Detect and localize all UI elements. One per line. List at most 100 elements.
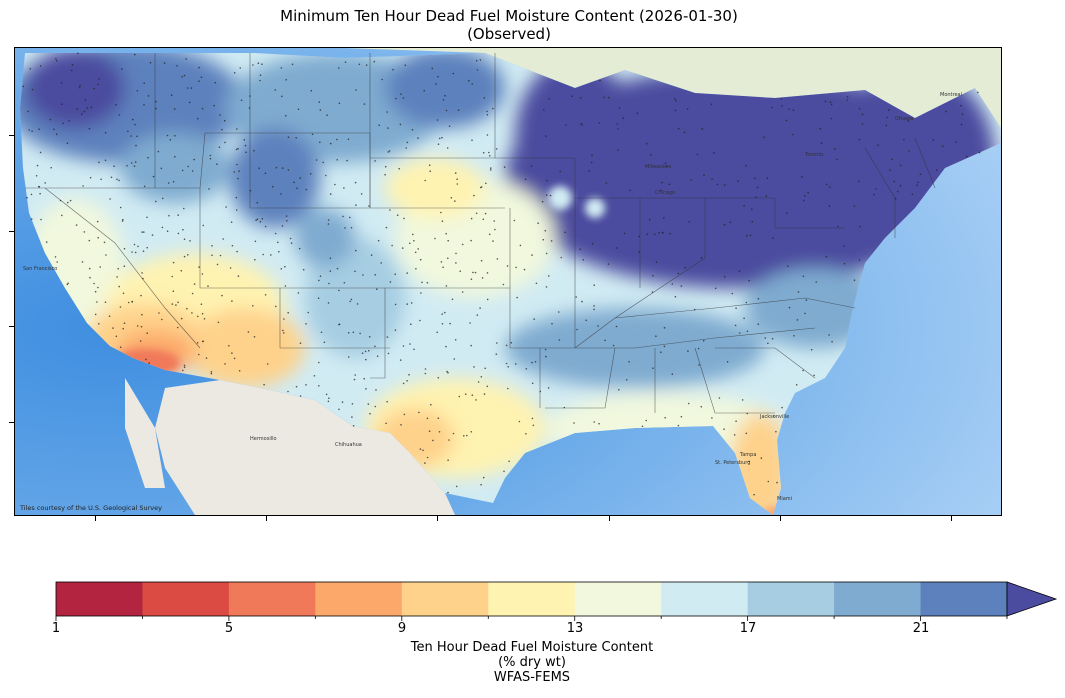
station-marker [445,285,448,287]
station-marker [423,89,426,92]
station-marker [470,239,472,242]
station-marker [66,142,69,144]
station-marker [886,116,888,119]
station-marker [447,459,449,462]
station-marker [237,275,240,277]
station-marker [264,172,267,174]
station-marker [593,421,595,423]
station-marker [71,64,74,66]
station-marker [318,385,320,387]
station-marker [551,322,553,325]
station-marker [341,401,344,403]
station-marker [480,483,482,486]
station-marker [445,232,448,235]
station-marker [652,367,654,370]
station-marker [617,128,619,130]
station-marker [29,68,32,70]
station-marker [386,336,389,338]
station-marker [593,305,595,307]
station-marker [256,218,259,220]
station-marker [146,332,148,335]
station-marker [723,428,725,431]
station-marker [486,298,489,301]
station-marker [664,162,667,164]
station-marker [236,163,238,166]
station-marker [438,431,441,433]
station-marker [875,188,877,190]
station-marker [117,267,119,270]
station-marker [741,399,744,401]
station-marker [376,355,379,358]
station-marker [27,110,29,113]
station-marker [290,242,293,244]
station-marker [176,65,178,67]
station-marker [118,114,121,116]
station-marker [396,214,399,216]
station-marker [533,318,535,320]
station-marker [476,314,479,316]
station-marker [237,147,239,150]
station-marker [305,384,307,386]
station-marker [581,300,583,303]
station-marker [400,424,402,426]
colorbar-segment [56,582,143,616]
x-axis-tick [95,516,96,521]
station-marker [338,289,340,292]
station-marker [612,344,615,347]
station-marker [98,323,100,325]
station-marker [858,108,861,110]
station-marker [30,218,33,220]
station-marker [82,185,84,187]
station-marker [441,313,444,315]
station-marker [726,361,729,363]
station-marker [523,268,526,271]
station-marker [344,61,347,63]
station-marker [122,292,125,295]
station-marker [825,255,828,258]
station-marker [394,273,397,275]
station-marker [122,218,124,221]
station-marker [447,239,450,242]
station-marker [166,134,169,137]
station-marker [392,68,394,71]
station-marker [94,290,97,293]
station-marker [354,374,357,376]
station-marker [355,249,357,252]
station-marker [615,325,618,328]
station-marker [171,275,173,278]
station-marker [297,292,300,294]
station-marker [40,218,42,221]
colorbar-extend-arrow [1006,581,1058,617]
station-marker [196,342,199,344]
station-marker [307,311,310,314]
station-marker [261,218,264,220]
station-marker [424,179,427,182]
station-marker [354,270,356,273]
station-marker [319,141,321,144]
station-marker [287,390,289,393]
station-marker [411,128,414,131]
station-marker [214,81,216,84]
station-marker [470,431,473,433]
station-marker [636,112,639,114]
station-marker [470,278,473,280]
station-marker [710,103,713,106]
station-marker [738,270,741,273]
station-marker [239,67,241,69]
colorbar-segment [574,582,662,616]
station-marker [788,306,791,309]
station-marker [30,193,33,196]
station-marker [445,345,447,348]
station-marker [781,105,783,107]
station-marker [147,156,149,159]
station-marker [140,325,143,328]
station-marker [110,176,113,179]
station-marker [160,167,163,170]
station-marker [651,291,654,293]
station-marker [414,251,417,254]
station-marker [545,286,548,288]
station-marker [143,104,145,106]
station-marker [618,389,620,391]
station-marker [370,254,373,256]
station-marker [541,200,544,203]
